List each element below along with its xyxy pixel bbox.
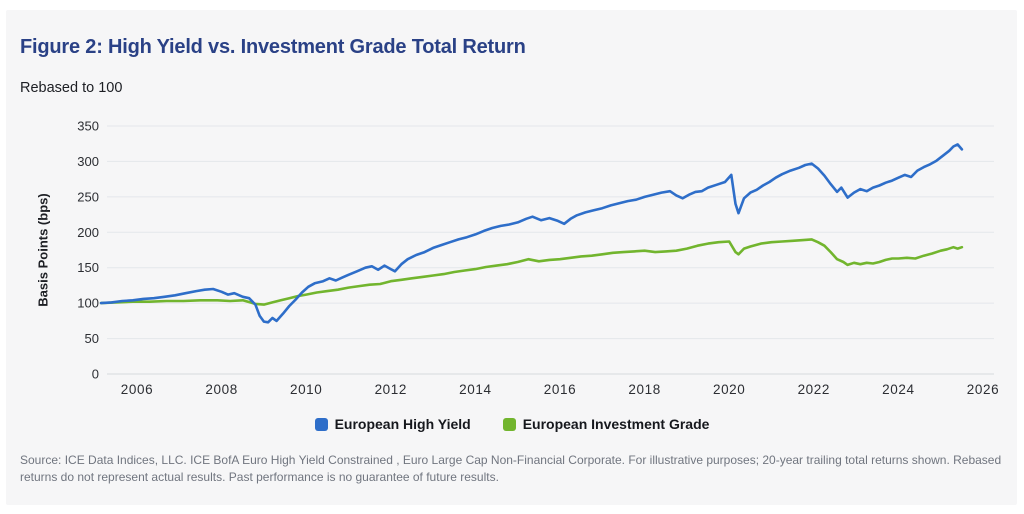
x-tick-label: 2020 [713,382,745,397]
x-tick-label: 2026 [967,382,999,397]
legend-label: European High Yield [334,416,471,432]
y-tick-label: 50 [85,331,99,346]
x-tick-label: 2016 [544,382,576,397]
x-tick-label: 2022 [798,382,830,397]
y-tick-label: 200 [77,225,99,240]
series-line [99,143,964,324]
y-tick-label: 100 [77,296,99,311]
legend-item: European High Yield [314,416,471,432]
figure-subtitle: Rebased to 100 [20,80,123,96]
legend-label: European Investment Grade [522,416,710,432]
chart-legend: European High Yield European Investment G… [0,416,1024,432]
legend-swatch-icon [502,417,516,431]
y-tick-label: 300 [77,154,99,169]
legend-item: European Investment Grade [502,416,710,432]
y-tick-label: 0 [92,367,99,382]
x-tick-label: 2018 [628,382,660,397]
y-tick-label: 350 [77,119,99,134]
source-note: Source: ICE Data Indices, LLC. ICE BofA … [20,453,1002,484]
x-tick-label: 2024 [882,382,914,397]
x-tick-label: 2008 [205,382,237,397]
legend-swatch-icon [314,417,328,431]
y-axis-title: Basis Points (bps) [35,193,51,307]
x-tick-label: 2012 [375,382,407,397]
series-line [99,238,964,306]
y-tick-label: 250 [77,189,99,204]
y-tick-label: 150 [77,260,99,275]
figure-title: Figure 2: High Yield vs. Investment Grad… [20,36,526,58]
x-tick-label: 2010 [290,382,322,397]
x-tick-label: 2014 [459,382,491,397]
x-tick-label: 2006 [121,382,153,397]
